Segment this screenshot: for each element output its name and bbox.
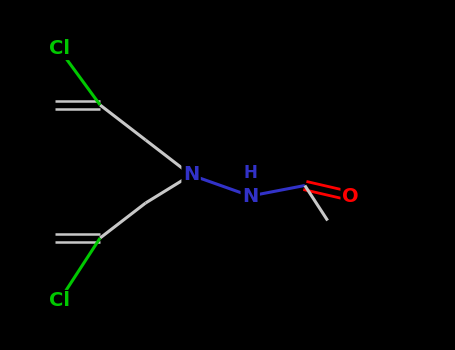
Text: H: H: [243, 164, 257, 182]
Text: Cl: Cl: [49, 292, 70, 310]
Text: N: N: [242, 187, 258, 205]
Text: N: N: [183, 166, 199, 184]
Text: Cl: Cl: [49, 40, 70, 58]
Text: O: O: [342, 187, 359, 205]
